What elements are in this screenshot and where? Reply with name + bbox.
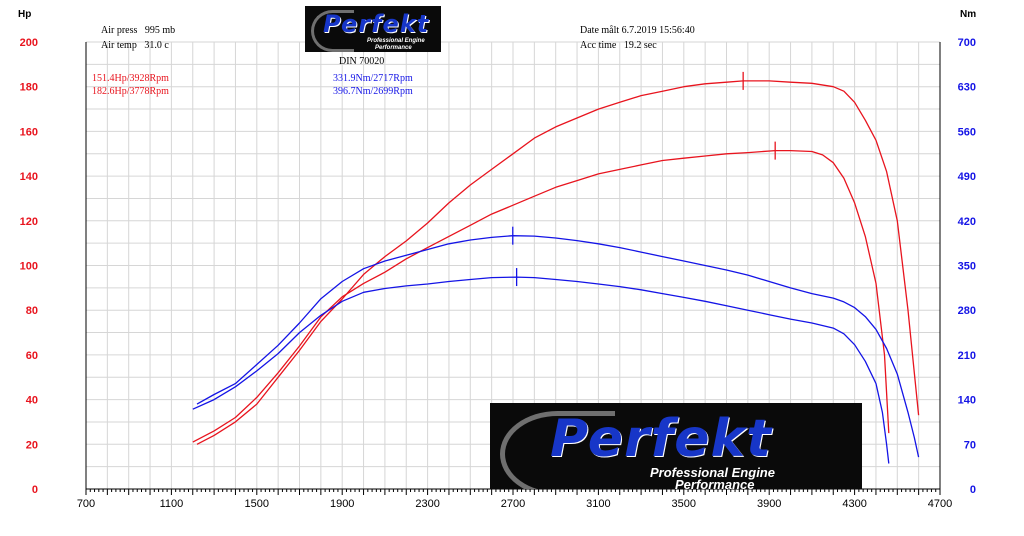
acc-time-value: 19.2 sec bbox=[623, 40, 657, 51]
air-temp: Air temp 31.0 c bbox=[101, 40, 169, 51]
power-peak-2-label: 182.6Hp/3778Rpm bbox=[92, 86, 169, 97]
right-tick-label: 700 bbox=[958, 37, 976, 49]
standard-label: DIN 70020 bbox=[339, 56, 385, 67]
large-logo-name: Perfekt bbox=[550, 409, 772, 469]
logo-swoosh-icon bbox=[311, 10, 354, 52]
acc-time-label: Acc time bbox=[580, 40, 617, 51]
logo-tagline-2: Performance bbox=[375, 45, 412, 51]
air-press-value: 995 mb bbox=[144, 25, 176, 36]
large-logo-tagline-2: Performance bbox=[675, 477, 755, 489]
date-measured: Date målt 6.7.2019 15:56:40 bbox=[580, 25, 695, 36]
right-tick-label: 420 bbox=[958, 216, 976, 228]
right-tick-label: 280 bbox=[958, 305, 976, 317]
left-tick-label: 180 bbox=[20, 82, 38, 94]
left-tick-label: 160 bbox=[20, 126, 38, 138]
large-logo: Perfekt Professional Engine Performance bbox=[490, 403, 862, 489]
right-axis-title: Nm bbox=[960, 9, 977, 20]
date-label: Date målt bbox=[580, 25, 620, 36]
torque-curve-4 bbox=[196, 235, 920, 458]
right-tick-label: 70 bbox=[964, 439, 976, 451]
acc-time: Acc time 19.2 sec bbox=[580, 40, 657, 51]
x-tick-label: 4700 bbox=[928, 498, 952, 510]
x-tick-label: 2700 bbox=[501, 498, 525, 510]
x-tick-label: 1900 bbox=[330, 498, 354, 510]
left-tick-label: 120 bbox=[20, 216, 38, 228]
date-value: 6.7.2019 15:56:40 bbox=[621, 25, 695, 36]
logo-tagline-1: Professional Engine bbox=[367, 38, 425, 44]
x-tick-label: 1100 bbox=[160, 498, 184, 510]
air-press-label: Air press bbox=[101, 25, 138, 36]
left-axis-title: Hp bbox=[18, 9, 32, 20]
large-logo-tagline-1: Professional Engine bbox=[650, 465, 775, 480]
x-tick-label: 3500 bbox=[672, 498, 696, 510]
x-tick-label: 1500 bbox=[245, 498, 269, 510]
air-press: Air press 995 mb bbox=[101, 25, 175, 36]
left-tick-label: 0 bbox=[32, 484, 38, 496]
left-tick-label: 200 bbox=[20, 37, 38, 49]
left-tick-label: 80 bbox=[26, 305, 38, 317]
x-tick-label: 3900 bbox=[757, 498, 781, 510]
left-tick-label: 60 bbox=[26, 350, 38, 362]
small-logo: Perfekt Professional Engine Performance bbox=[305, 6, 441, 52]
air-temp-value: 31.0 c bbox=[144, 40, 169, 51]
power-peak-1-label: 151.4Hp/3928Rpm bbox=[92, 73, 169, 84]
x-tick-label: 2300 bbox=[415, 498, 439, 510]
right-tick-label: 490 bbox=[958, 171, 976, 183]
left-tick-label: 20 bbox=[26, 439, 38, 451]
right-tick-label: 140 bbox=[958, 395, 976, 407]
x-tick-label: 700 bbox=[77, 498, 95, 510]
air-temp-label: Air temp bbox=[101, 40, 137, 51]
x-tick-label: 4300 bbox=[842, 498, 866, 510]
power-curve-1 bbox=[192, 149, 890, 443]
torque-peak-1-label: 331.9Nm/2717Rpm bbox=[333, 73, 413, 84]
torque-peak-2-label: 396.7Nm/2699Rpm bbox=[333, 86, 413, 97]
left-tick-label: 140 bbox=[20, 171, 38, 183]
tick-labels: 700 1100 1500 1900 2300 2700 3100 3500 3900 4300 4… bbox=[20, 37, 976, 510]
curves bbox=[192, 71, 920, 464]
left-tick-label: 40 bbox=[26, 395, 38, 407]
right-tick-label: 350 bbox=[958, 261, 976, 273]
axes bbox=[85, 42, 941, 495]
right-tick-label: 210 bbox=[958, 350, 976, 362]
left-tick-label: 100 bbox=[20, 261, 38, 273]
large-logo-swoosh-icon bbox=[500, 411, 615, 489]
right-tick-label: 0 bbox=[970, 484, 976, 496]
right-tick-label: 630 bbox=[958, 82, 976, 94]
x-tick-label: 3100 bbox=[586, 498, 610, 510]
right-tick-label: 560 bbox=[958, 126, 976, 138]
torque-curve-3 bbox=[192, 276, 890, 464]
power-curve-2 bbox=[196, 80, 920, 445]
logo-name: Perfekt bbox=[323, 10, 430, 38]
